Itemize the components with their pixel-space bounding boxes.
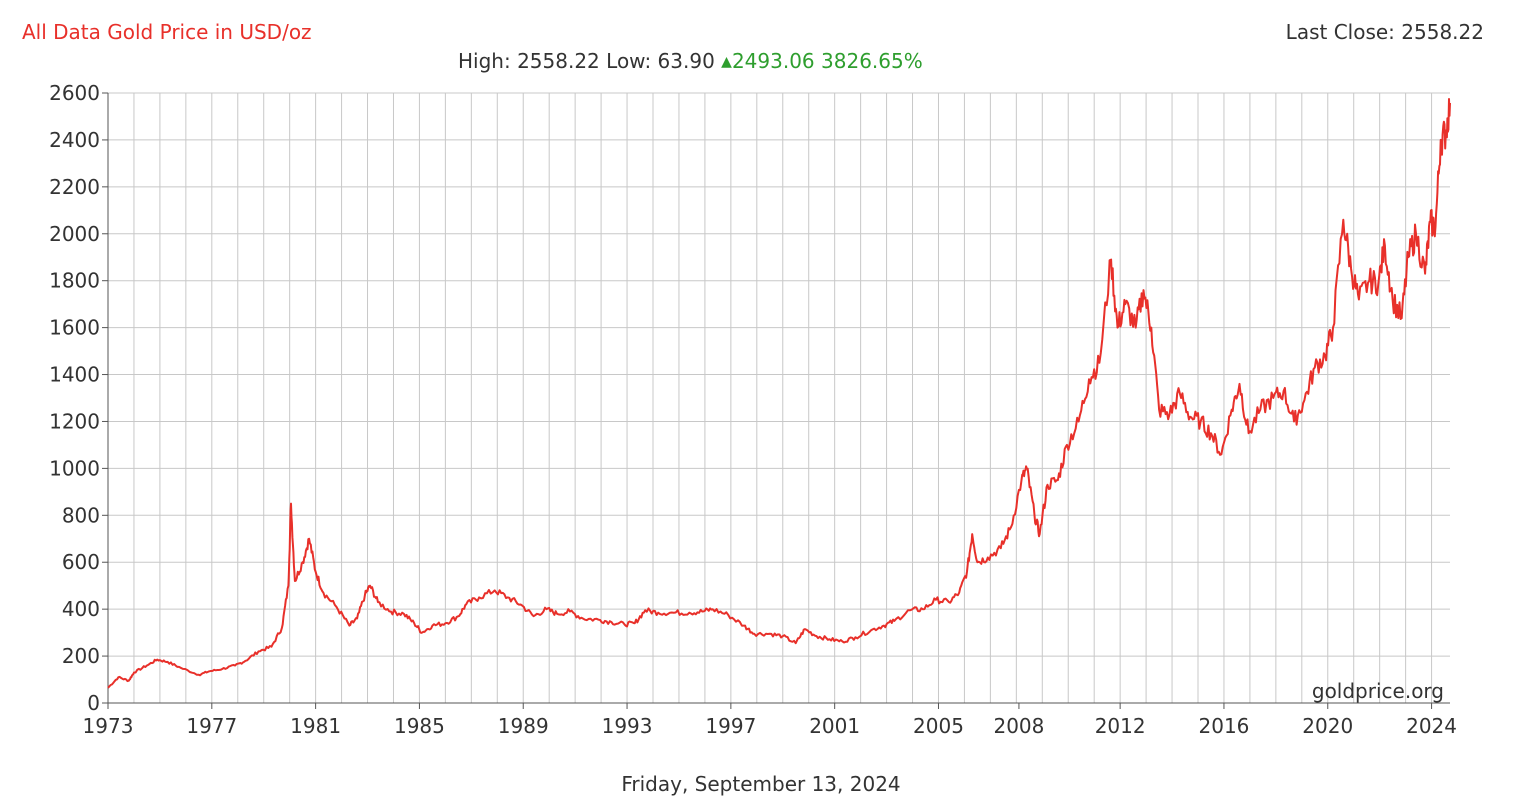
high-value: 2558.22 xyxy=(517,49,600,73)
x-tick-label: 1973 xyxy=(83,714,134,738)
y-tick-label: 2200 xyxy=(49,175,100,199)
x-tick-label: 2020 xyxy=(1302,714,1353,738)
y-tick-label: 2400 xyxy=(49,128,100,152)
change-value: 2493.06 xyxy=(731,49,815,73)
y-tick-label: 400 xyxy=(62,597,100,621)
last-close-label: Last Close: xyxy=(1285,20,1395,44)
axis-ticks: 0 200 400 600 800 1000 1200 1400 1600 1800 2000 220… xyxy=(49,81,1457,738)
watermark: goldprice.org xyxy=(1312,679,1444,703)
x-tick-label: 1997 xyxy=(705,714,756,738)
series-line-0 xyxy=(107,98,1451,689)
x-tick-label: 2005 xyxy=(913,714,964,738)
grid-lines xyxy=(107,92,1450,704)
high-label: High: xyxy=(458,49,511,73)
last-close: Last Close: 2558.22 xyxy=(1286,20,1484,44)
y-tick-label: 800 xyxy=(62,503,100,527)
y-tick-label: 200 xyxy=(62,644,100,668)
series-layer xyxy=(107,98,1451,689)
x-tick-label: 1989 xyxy=(498,714,549,738)
y-tick-label: 1600 xyxy=(49,316,100,340)
x-tick-label: 2012 xyxy=(1095,714,1146,738)
y-tick-label: 2600 xyxy=(49,81,100,105)
y-tick-label: 1800 xyxy=(49,269,100,293)
change-percent: 3826.65% xyxy=(821,49,923,73)
y-tick-label: 0 xyxy=(87,691,100,715)
y-tick-label: 600 xyxy=(62,550,100,574)
x-tick-label: 2024 xyxy=(1406,714,1457,738)
y-tick-label: 1400 xyxy=(49,363,100,387)
up-arrow-icon: ▲ xyxy=(721,54,732,70)
footer-date: Friday, September 13, 2024 xyxy=(621,772,901,796)
x-tick-label: 2016 xyxy=(1199,714,1250,738)
low-value: 63.90 xyxy=(657,49,715,73)
last-close-value: 2558.22 xyxy=(1401,20,1484,44)
price-stats: High: 2558.22 Low: 63.90 ▲2493.06 3826.6… xyxy=(458,49,923,73)
y-tick-label: 1200 xyxy=(49,409,100,433)
price-chart: 0 200 400 600 800 1000 1200 1400 1600 1800 2000 220… xyxy=(49,81,1457,738)
x-tick-label: 1993 xyxy=(602,714,653,738)
x-tick-label: 1981 xyxy=(290,714,341,738)
y-tick-label: 2000 xyxy=(49,222,100,246)
chart-title: All Data Gold Price in USD/oz xyxy=(22,20,312,44)
low-label: Low: xyxy=(606,49,652,73)
x-tick-label: 1985 xyxy=(394,714,445,738)
x-tick-label: 2008 xyxy=(993,714,1044,738)
x-tick-label: 1977 xyxy=(186,714,237,738)
x-tick-label: 2001 xyxy=(809,714,860,738)
y-tick-label: 1000 xyxy=(49,456,100,480)
